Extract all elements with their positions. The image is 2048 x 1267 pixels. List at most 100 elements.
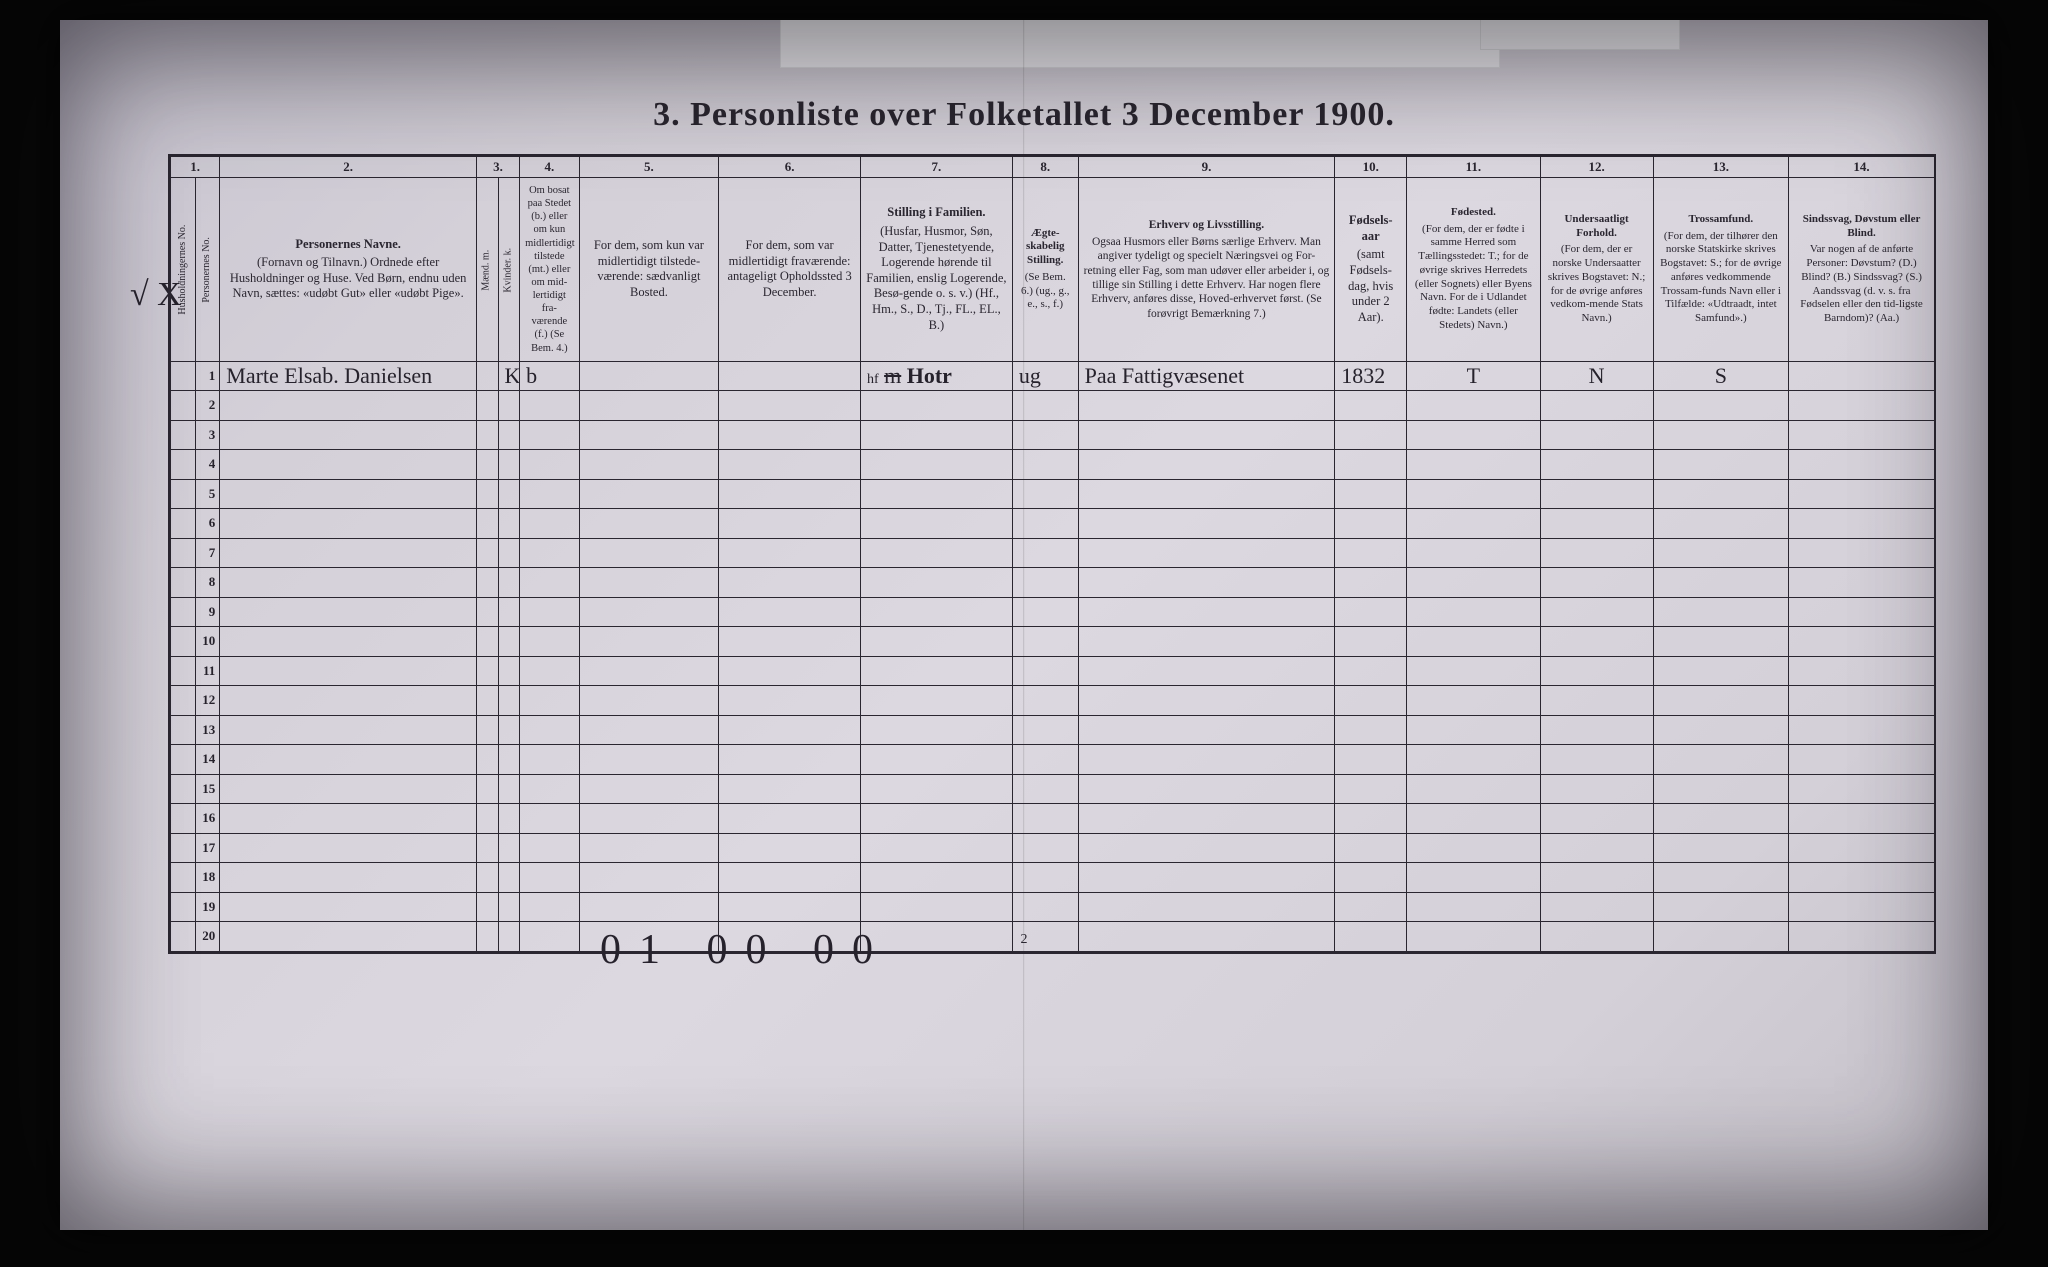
cell: 13 xyxy=(195,715,220,745)
cell xyxy=(1653,538,1789,568)
cell xyxy=(1078,745,1335,775)
cell xyxy=(498,420,520,450)
cell xyxy=(476,361,498,391)
cell xyxy=(220,745,477,775)
cell xyxy=(1653,420,1789,450)
cell xyxy=(476,568,498,598)
cell xyxy=(171,597,196,627)
cell xyxy=(171,509,196,539)
colnum-4: 4. xyxy=(520,157,580,178)
cell xyxy=(1335,804,1407,834)
hdr-religion: Trossamfund.(For dem, der tilhører den n… xyxy=(1653,178,1789,362)
cell xyxy=(1078,420,1335,450)
cell xyxy=(476,774,498,804)
cell xyxy=(1540,686,1653,716)
cell xyxy=(498,833,520,863)
cell xyxy=(1789,656,1935,686)
cell xyxy=(579,568,719,598)
cell xyxy=(1335,715,1407,745)
cell xyxy=(476,597,498,627)
cell: hf m Hotr xyxy=(860,361,1012,391)
cell xyxy=(1335,892,1407,922)
cell xyxy=(719,804,861,834)
cell xyxy=(220,450,477,480)
cell xyxy=(579,479,719,509)
cell xyxy=(860,479,1012,509)
cell xyxy=(171,538,196,568)
hdr-sex-m: Mænd. m. xyxy=(476,178,498,362)
cell xyxy=(719,863,861,893)
cell xyxy=(1407,804,1540,834)
cell xyxy=(719,627,861,657)
cell xyxy=(220,804,477,834)
cell xyxy=(860,863,1012,893)
cell xyxy=(860,774,1012,804)
cell xyxy=(719,774,861,804)
table-row: 17 xyxy=(171,833,1935,863)
cell xyxy=(1012,391,1078,421)
cell xyxy=(1335,686,1407,716)
cell xyxy=(1407,745,1540,775)
cell xyxy=(1540,391,1653,421)
hdr-infirmity: Sindssvag, Døvstum eller Blind.Var nogen… xyxy=(1789,178,1935,362)
cell xyxy=(171,391,196,421)
cell xyxy=(498,509,520,539)
cell xyxy=(1540,479,1653,509)
cell xyxy=(1653,745,1789,775)
cell xyxy=(476,538,498,568)
cell xyxy=(476,863,498,893)
cell xyxy=(1789,361,1935,391)
cell xyxy=(220,833,477,863)
hdr-family-pos: Stilling i Familien.(Husfar, Husmor, Søn… xyxy=(860,178,1012,362)
colnum-3: 3. xyxy=(476,157,519,178)
cell xyxy=(1407,774,1540,804)
cell xyxy=(476,656,498,686)
cell: 7 xyxy=(195,538,220,568)
cell xyxy=(1335,627,1407,657)
cell xyxy=(1012,627,1078,657)
table-row: 5 xyxy=(171,479,1935,509)
cell: 6 xyxy=(195,509,220,539)
cell xyxy=(1335,538,1407,568)
colnum-14: 14. xyxy=(1789,157,1935,178)
cell xyxy=(1407,391,1540,421)
cell xyxy=(171,568,196,598)
cell xyxy=(579,597,719,627)
cell xyxy=(1078,538,1335,568)
cell xyxy=(579,774,719,804)
top-paper-tab xyxy=(780,20,1500,68)
cell xyxy=(579,686,719,716)
cell xyxy=(498,745,520,775)
cell xyxy=(1078,450,1335,480)
cell xyxy=(171,450,196,480)
cell xyxy=(498,863,520,893)
cell xyxy=(1789,509,1935,539)
cell xyxy=(498,804,520,834)
cell xyxy=(220,568,477,598)
cell xyxy=(1653,656,1789,686)
cell xyxy=(476,509,498,539)
hdr-person-no: Personernes No. xyxy=(195,178,220,362)
cell xyxy=(220,391,477,421)
cell xyxy=(860,538,1012,568)
cell xyxy=(520,774,580,804)
cell: 5 xyxy=(195,479,220,509)
colnum-2: 2. xyxy=(220,157,477,178)
cell xyxy=(1012,509,1078,539)
cell xyxy=(860,656,1012,686)
cell xyxy=(476,627,498,657)
hdr-temp-present: For dem, som kun var midlertidigt tilste… xyxy=(579,178,719,362)
cell xyxy=(1540,509,1653,539)
cell xyxy=(1012,538,1078,568)
cell xyxy=(1078,804,1335,834)
cell xyxy=(498,391,520,421)
cell xyxy=(498,892,520,922)
cell xyxy=(1012,774,1078,804)
cell xyxy=(579,745,719,775)
table-row: 15 xyxy=(171,774,1935,804)
cell xyxy=(476,715,498,745)
cell xyxy=(220,479,477,509)
cell xyxy=(719,597,861,627)
cell xyxy=(579,892,719,922)
table-body: 1Marte Elsab. DanielsenKbhf m HotrugPaa … xyxy=(171,361,1935,951)
